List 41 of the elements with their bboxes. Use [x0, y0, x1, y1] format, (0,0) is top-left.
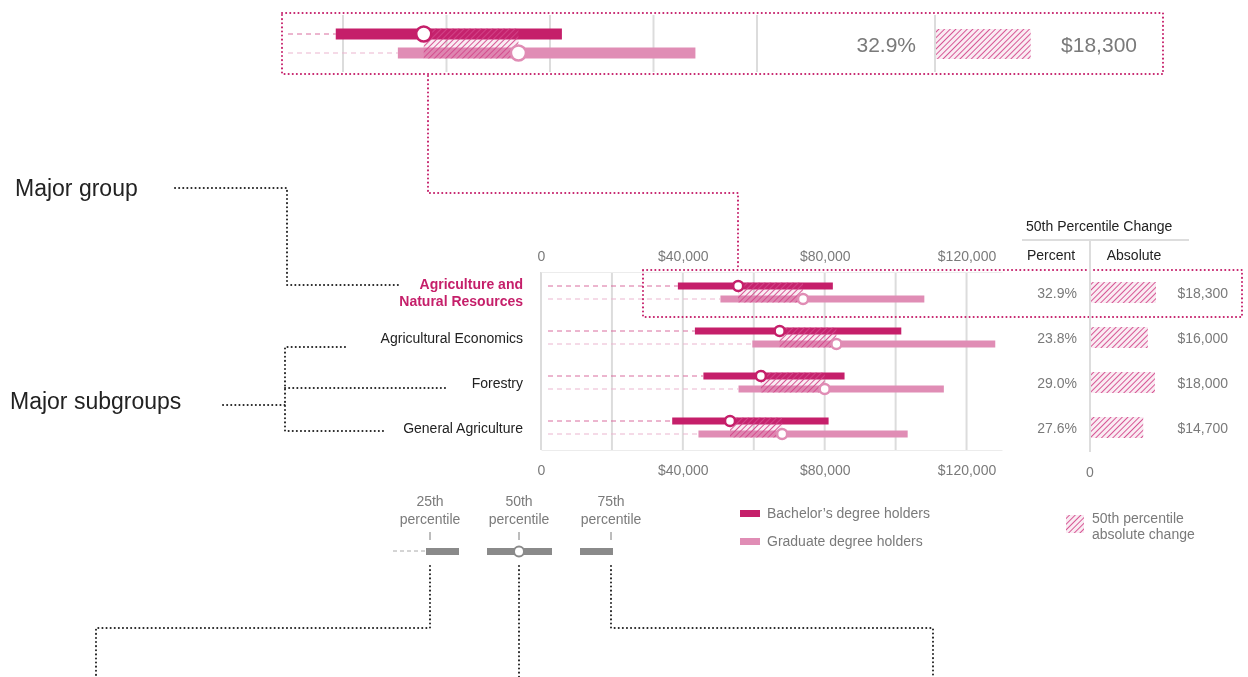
text: 32.9%: [856, 33, 916, 56]
x-tick-label: $120,000: [937, 247, 997, 264]
text: Percent: [1026, 247, 1076, 263]
bar: [738, 282, 804, 303]
text: Major group: [15, 175, 138, 201]
y-tick-label: Forestry: [471, 374, 523, 391]
text: 29.0%: [1037, 374, 1077, 391]
chart-title: 50th Percentile Change: [1026, 218, 1173, 234]
text: 50th percentile: [488, 493, 550, 527]
x2-tick-label: $40,000: [658, 462, 709, 479]
text: 25th percentile: [399, 493, 461, 527]
text: 23.8%: [1037, 329, 1077, 346]
y-tick-label: Agriculture and Natural Resources: [399, 276, 524, 309]
annotation: Absolute: [1106, 247, 1162, 263]
y-tick-label: Agricultural Economics: [380, 329, 523, 346]
text: $18,300: [1061, 33, 1137, 56]
data-label: $14,700: [1177, 419, 1229, 436]
y-tick-label: General Agriculture: [403, 419, 524, 436]
x-tick-label: $80,000: [799, 247, 851, 264]
bar: [779, 327, 837, 348]
legend-label: Bachelor’s degree holders: [767, 505, 930, 521]
bar: [1091, 282, 1156, 303]
legend-label: 50th percentile absolute change: [1092, 510, 1195, 542]
data-label: $16,000: [1177, 329, 1229, 346]
text: 32.9%: [1037, 284, 1077, 301]
bar: [1091, 327, 1148, 348]
legend-label: Graduate degree holders: [767, 533, 923, 549]
bar: [1091, 417, 1144, 438]
x-tick-label: $40,000: [658, 247, 709, 264]
data-label: $18,000: [1177, 374, 1229, 391]
bar: [760, 372, 825, 393]
text: 75th percentile: [580, 493, 642, 527]
bar: [1091, 372, 1155, 393]
text: 0: [1086, 464, 1095, 480]
text: 27.6%: [1037, 419, 1077, 436]
x2-tick-label: $120,000: [937, 462, 997, 479]
x2-tick-label: 0: [537, 462, 546, 479]
data-label: $18,300: [1177, 284, 1229, 301]
text: Major subgroups: [10, 388, 182, 414]
x-tick-label: 0: [537, 247, 546, 264]
x2-tick-label: $80,000: [799, 462, 851, 479]
